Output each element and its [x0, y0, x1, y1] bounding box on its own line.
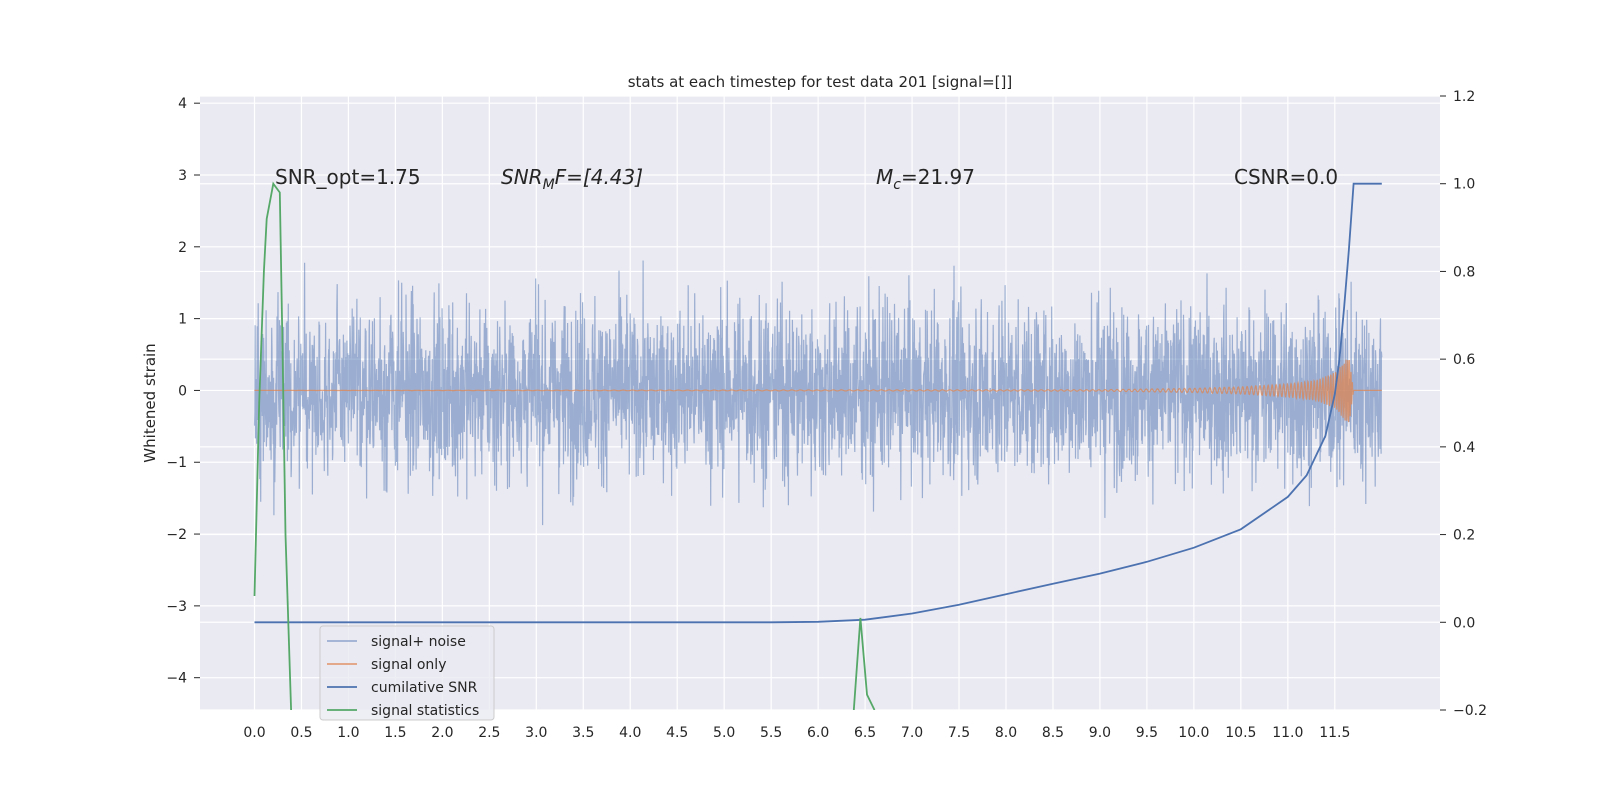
series-signal-statistics: [852, 617, 876, 710]
x-tick-label: 7.5: [948, 725, 970, 741]
x-tick-label: 0.5: [290, 725, 312, 741]
x-tick-label: 5.5: [760, 725, 782, 741]
y-tick-label: −1: [166, 455, 187, 471]
x-tick-label: 9.5: [1136, 725, 1158, 741]
series-cumulative-snr: [254, 182, 1382, 624]
x-tick-label: 1.5: [384, 725, 406, 741]
x-tick-label: 10.5: [1225, 725, 1256, 741]
y-tick-label: 2: [178, 240, 187, 256]
y-tick-label: 3: [178, 168, 187, 184]
annotation-csnr: CSNR=0.0: [1234, 165, 1338, 189]
series-signal-statistics: [253, 181, 292, 710]
y-axis-ticks: −4 −3 −2 −1 0 1 2 3 4: [166, 96, 200, 687]
series-layer: [253, 181, 1383, 710]
y2-tick-label: 0.4: [1453, 440, 1475, 456]
y-tick-label: −3: [166, 599, 187, 615]
mc-sub: c: [893, 177, 901, 193]
mc-tail: =21.97: [901, 165, 975, 189]
y-tick-label: 4: [178, 96, 187, 112]
x-tick-label: 6.5: [854, 725, 876, 741]
y-tick-label: −4: [166, 671, 187, 687]
x-tick-label: 3.0: [525, 725, 547, 741]
x-tick-label: 8.0: [995, 725, 1017, 741]
y-axis-label: Whitened strain: [141, 343, 159, 462]
snr-mf-main: SNR: [501, 165, 543, 189]
x-tick-label: 3.5: [572, 725, 594, 741]
annotation-snr-mf: SNRMF=[4.43]: [501, 165, 643, 193]
x-tick-label: 2.5: [478, 725, 500, 741]
x-tick-label: 11.5: [1319, 725, 1350, 741]
snr-mf-tail: F=[4.43]: [555, 165, 643, 189]
legend-label: signal statistics: [371, 703, 479, 719]
x-tick-label: 1.0: [337, 725, 359, 741]
y2-tick-label: −0.2: [1453, 703, 1487, 719]
legend-label: signal only: [371, 657, 446, 673]
x-tick-label: 6.0: [807, 725, 829, 741]
annotation-mc: Mc=21.97: [876, 165, 975, 193]
x-tick-label: 0.0: [243, 725, 265, 741]
mc-main: M: [876, 165, 893, 189]
annotation-snr-opt: SNR_opt=1.75: [275, 165, 421, 189]
x-tick-label: 11.0: [1272, 725, 1303, 741]
chart-title: stats at each timestep for test data 201…: [628, 73, 1013, 91]
y-tick-label: −2: [166, 527, 187, 543]
x-axis-ticks: 0.0 0.5 1.0 1.5 2.0 2.5 3.0 3.5 4.0 4.5 5.0 5.5 6.0 6…: [243, 725, 1350, 741]
snr-mf-sub: M: [543, 177, 555, 193]
x-tick-label: 4.0: [619, 725, 641, 741]
x-tick-label: 9.0: [1089, 725, 1111, 741]
y-tick-label: 1: [178, 312, 187, 328]
series-signal-plus-noise: [253, 260, 1383, 526]
y2-tick-label: 1.0: [1453, 177, 1475, 193]
legend-label: cumilative SNR: [371, 680, 478, 696]
y2-tick-label: 1.2: [1453, 89, 1475, 105]
y-tick-label: 0: [178, 383, 187, 399]
y2-tick-label: 0.6: [1453, 352, 1475, 368]
y2-tick-label: 0.8: [1453, 264, 1475, 280]
y2-axis-ticks: −0.2 0.0 0.2 0.4 0.6 0.8 1.0 1.2: [1440, 89, 1487, 719]
x-tick-label: 4.5: [666, 725, 688, 741]
legend-label: signal+ noise: [371, 634, 466, 650]
x-tick-label: 5.0: [713, 725, 735, 741]
series-signal-only: [254, 359, 1382, 423]
x-tick-label: 2.0: [431, 725, 453, 741]
x-tick-label: 10.0: [1178, 725, 1209, 741]
legend: signal+ noise signal only cumilative SNR si…: [319, 625, 495, 721]
y2-tick-label: 0.0: [1453, 615, 1475, 631]
x-tick-label: 8.5: [1042, 725, 1064, 741]
y2-tick-label: 0.2: [1453, 528, 1475, 544]
legend-box: [319, 625, 495, 721]
x-tick-label: 7.0: [901, 725, 923, 741]
